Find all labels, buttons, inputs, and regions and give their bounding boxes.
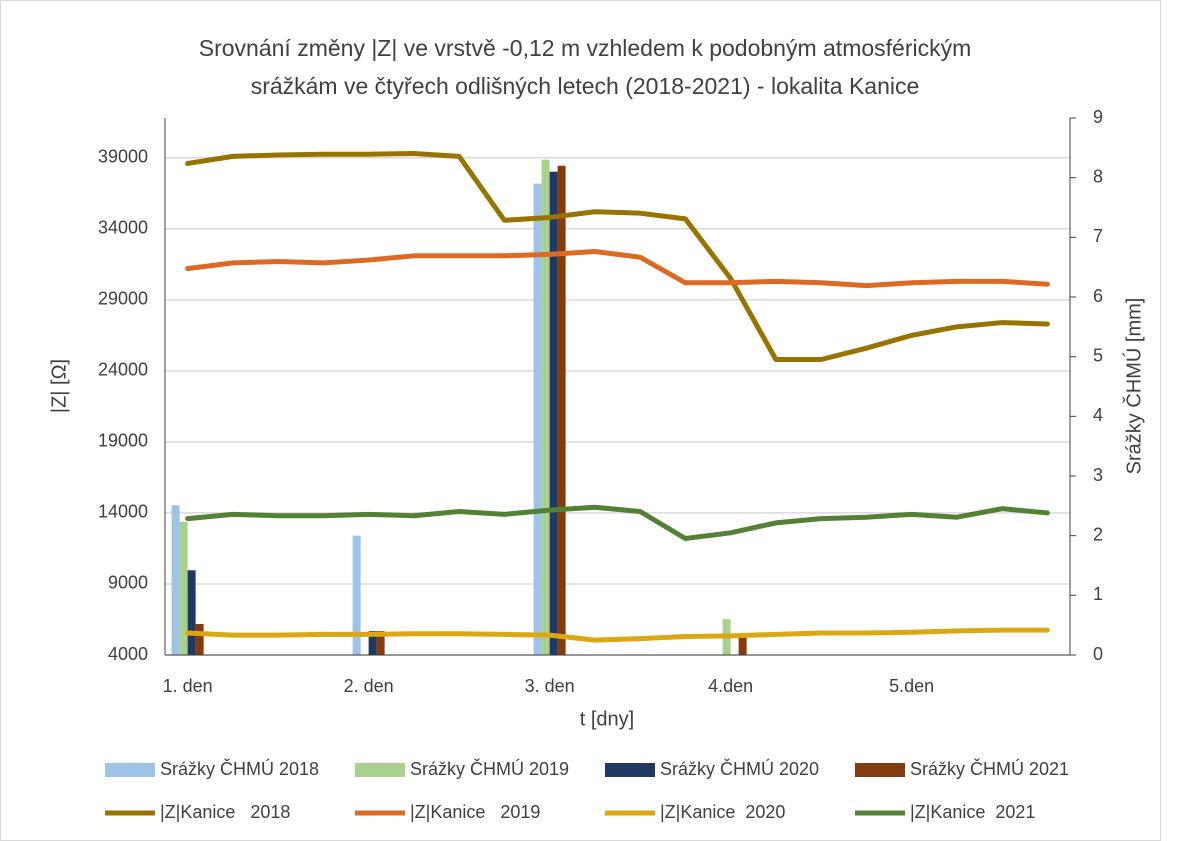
bar <box>368 631 377 655</box>
legend-label: |Z|Kanice 2018 <box>160 802 290 822</box>
y2-tick-label: 7 <box>1093 226 1103 246</box>
legend-swatch <box>605 763 655 777</box>
y-tick-label: 4000 <box>108 644 148 664</box>
bar <box>549 171 558 655</box>
y-tick-label: 39000 <box>98 147 148 167</box>
legend-swatch <box>355 763 405 777</box>
y2-tick-label: 6 <box>1093 286 1103 306</box>
legend-label: Srážky ČHMÚ 2021 <box>910 758 1069 779</box>
bar <box>352 535 361 655</box>
legend-swatch <box>855 763 905 777</box>
bar <box>533 183 542 655</box>
y2-axis-label: Srážky ČHMÚ [mm] <box>1122 298 1145 475</box>
y-tick-label: 34000 <box>98 218 148 238</box>
bar <box>557 165 566 655</box>
y2-tick-label: 1 <box>1093 584 1103 604</box>
legend-label: Srážky ČHMÚ 2018 <box>160 758 319 779</box>
y2-tick-label: 8 <box>1093 166 1103 186</box>
bar <box>171 505 180 655</box>
line-series <box>185 504 1050 542</box>
chart-title: Srovnání změny |Z| ve vrstvě -0,12 m vzh… <box>199 35 972 61</box>
line-series <box>185 151 1050 363</box>
legend-label: Srážky ČHMÚ 2020 <box>660 758 819 779</box>
y2-tick-label: 2 <box>1093 524 1103 544</box>
line-series <box>185 249 1050 289</box>
chart-title: srážkám ve čtyřech odlišných letech (201… <box>251 73 920 99</box>
y-axis-label: |Z| [Ω] <box>48 359 70 413</box>
bar <box>738 635 747 655</box>
legend-label: |Z|Kanice 2020 <box>660 802 785 822</box>
bar <box>376 631 385 655</box>
x-tick-label: 3. den <box>525 676 575 696</box>
x-tick-label: 4.den <box>708 676 753 696</box>
line-series <box>185 627 1050 643</box>
legend-label: |Z|Kanice 2021 <box>910 802 1035 822</box>
x-axis-label: t [dny] <box>580 708 634 730</box>
y-tick-label: 29000 <box>98 289 148 309</box>
y2-tick-label: 4 <box>1093 405 1103 425</box>
y-tick-label: 9000 <box>108 573 148 593</box>
x-tick-label: 2. den <box>344 676 394 696</box>
legend-swatch <box>105 763 155 777</box>
legend-label: |Z|Kanice 2019 <box>410 802 540 822</box>
y-tick-label: 24000 <box>98 360 148 380</box>
bar <box>187 570 196 655</box>
bar <box>541 159 550 655</box>
y2-tick-label: 5 <box>1093 345 1103 365</box>
y-tick-label: 14000 <box>98 502 148 522</box>
y-tick-label: 19000 <box>98 431 148 451</box>
legend-label: Srážky ČHMÚ 2019 <box>410 758 569 779</box>
bar <box>179 521 188 655</box>
x-tick-label: 5.den <box>889 676 934 696</box>
bar <box>195 623 204 655</box>
y2-tick-label: 9 <box>1093 107 1103 127</box>
y2-tick-label: 0 <box>1093 644 1103 664</box>
x-tick-label: 1. den <box>163 676 213 696</box>
y2-tick-label: 3 <box>1093 465 1103 485</box>
